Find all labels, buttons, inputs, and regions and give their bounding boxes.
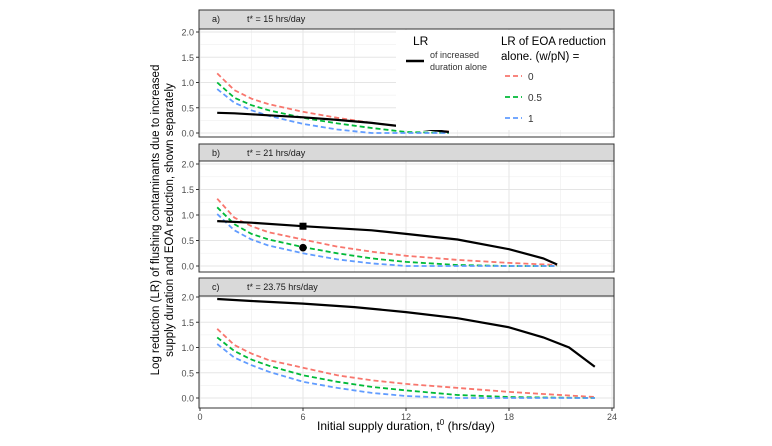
legend-eoa-item-0: 0: [528, 72, 534, 83]
y-tick-label: 1.0: [181, 211, 194, 221]
panel-c: c) t* = 23.75 hrs/day 0.0 0.5 1.0 1.5 2.0 0 6 12 1…: [181, 277, 617, 422]
legend-lr-item-line2: duration alone: [430, 62, 487, 72]
y-tick-label: 0.5: [181, 368, 194, 378]
facet-tag: a): [212, 14, 220, 24]
x-tick-label: 18: [504, 412, 514, 422]
y-tick-label: 0.5: [181, 236, 194, 246]
legend-lr-item-line1: of increased: [430, 50, 479, 60]
facet-label: t* = 23.75 hrs/day: [247, 282, 318, 292]
x-tick-label: 0: [197, 412, 202, 422]
legend-eoa-title-line1: LR of EOA reduction: [501, 36, 606, 48]
y-tick-label: 2.0: [181, 160, 194, 170]
x-tick-label: 24: [607, 412, 617, 422]
y-tick-label: 1.5: [181, 318, 194, 328]
y-tick-label: 0.0: [181, 262, 194, 272]
facet-tag: c): [212, 282, 220, 292]
point-circle: [299, 243, 307, 252]
legend-background: [396, 30, 612, 130]
y-tick-label: 0.0: [181, 129, 194, 139]
point-square: [299, 222, 307, 230]
legend-lr-title: LR: [413, 34, 429, 48]
series-duration: [217, 220, 558, 266]
facet-label: t* = 15 hrs/day: [247, 14, 306, 24]
facet-label: t* = 21 hrs/day: [247, 148, 306, 158]
facet-tag: b): [212, 148, 220, 158]
series-eoa-w05: [216, 336, 595, 399]
y-axis-title-line2: supply duration and EOA reduction, shown…: [164, 83, 176, 357]
y-axis-title-line1: Log reduction (LR) of flushing contamina…: [150, 65, 162, 376]
series-duration: [217, 111, 450, 134]
series-eoa-w0: [216, 328, 595, 398]
legend-eoa-item-1: 1: [528, 114, 534, 125]
y-tick-label: 2.0: [181, 28, 194, 38]
x-axis-title: Initial supply duration, t0 (hrs/day): [317, 418, 495, 433]
panel-b: b) t* = 21 hrs/day 0.0 0.5 1.0 1.5 2.0: [181, 143, 615, 273]
y-tick-label: 0.0: [181, 394, 194, 404]
y-tick-label: 1.5: [181, 53, 194, 63]
y-tick-label: 1.0: [181, 78, 194, 88]
x-tick-label: 6: [300, 412, 305, 422]
panel-border: [198, 160, 615, 273]
series-eoa-w1: [216, 213, 558, 267]
series-eoa-w05: [216, 206, 558, 267]
y-axis-title: Log reduction (LR) of flushing contamina…: [150, 65, 176, 376]
y-tick-label: 2.0: [181, 293, 194, 303]
y-tick-label: 1.5: [181, 185, 194, 195]
y-tick-label: 1.0: [181, 343, 194, 353]
legend: LR of increased duration alone LR of EOA…: [396, 30, 612, 130]
y-tick-label: 0.5: [181, 103, 194, 113]
panel-border: [198, 28, 615, 138]
x-tick-label: 12: [401, 412, 411, 422]
series-eoa-w1: [216, 343, 595, 399]
legend-eoa-item-05: 0.5: [528, 93, 542, 104]
series-duration: [217, 297, 596, 368]
legend-eoa-title-line2: alone. (w/pN) =: [501, 51, 580, 63]
series-eoa-w05: [216, 81, 449, 134]
series-eoa-w1: [216, 88, 449, 134]
